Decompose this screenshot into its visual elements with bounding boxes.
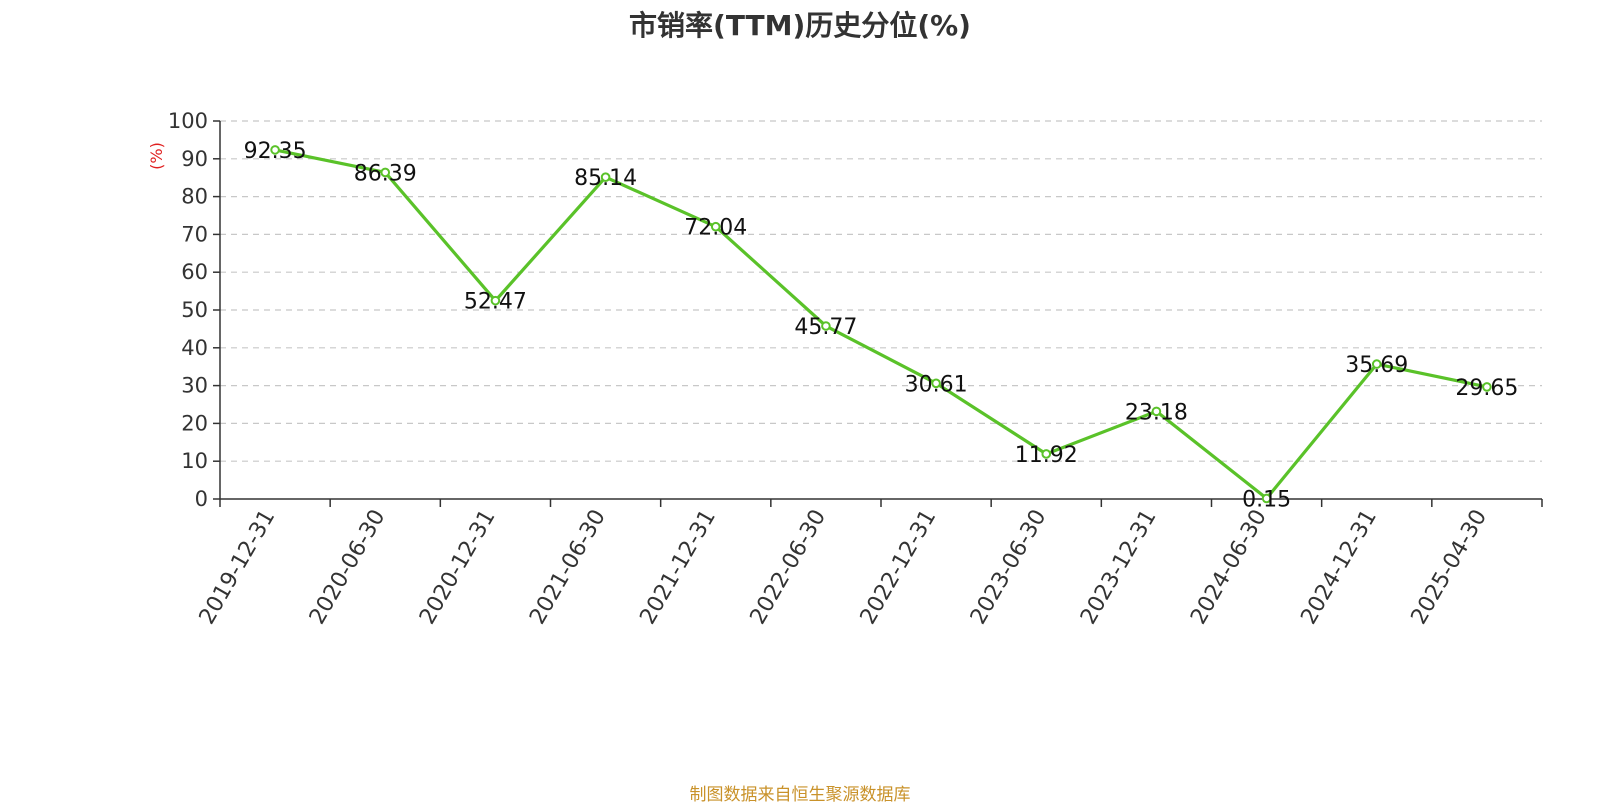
data-point xyxy=(1041,449,1052,459)
data-points xyxy=(270,145,1492,504)
x-tick-labels: 2019-12-31 2020-06-30 2020-12-31 2021-06-30… xyxy=(195,505,1492,628)
data-label: 0.15 xyxy=(1242,487,1291,512)
data-label: 30.61 xyxy=(905,372,968,397)
grid-lines xyxy=(220,120,1542,462)
data-point xyxy=(1482,382,1492,392)
x-tick-label: 2019-12-31 xyxy=(195,506,281,629)
x-tick-label: 2024-12-31 xyxy=(1296,506,1382,629)
y-tick-label: 0 xyxy=(195,487,208,511)
series-polyline xyxy=(274,148,1488,501)
data-labels: 92.35 86.39 52.47 85.14 72.04 45.77 30.61 11.92… xyxy=(244,139,1519,513)
y-tick-label: 60 xyxy=(181,260,208,284)
x-tick-label: 2025-04-30 xyxy=(1407,506,1493,629)
y-tick-label: 40 xyxy=(181,336,208,360)
data-label: 86.39 xyxy=(354,161,417,186)
data-point xyxy=(931,378,941,389)
series-line xyxy=(274,148,1488,501)
x-tick-label: 2024-06-30 xyxy=(1186,506,1272,629)
data-label: 23.18 xyxy=(1125,400,1188,425)
y-tick-label: 20 xyxy=(181,411,208,435)
data-label: 72.04 xyxy=(684,216,747,241)
data-point xyxy=(1151,406,1162,417)
x-tick-label: 2022-12-31 xyxy=(856,505,942,628)
y-tick-label: 100 xyxy=(168,109,208,133)
y-tick-label: 80 xyxy=(181,185,208,209)
data-label: 35.69 xyxy=(1345,353,1408,378)
data-label: 11.92 xyxy=(1015,443,1078,468)
data-point xyxy=(380,167,391,178)
y-tick-label: 10 xyxy=(181,449,208,473)
chart-title: 市销率(TTM)历史分位(%) xyxy=(629,9,971,42)
x-tick-label: 2021-12-31 xyxy=(635,506,721,629)
x-tick-label: 2020-12-31 xyxy=(415,505,501,628)
source-note: 制图数据来自恒生聚源数据库 xyxy=(689,785,911,805)
data-point xyxy=(821,321,831,331)
data-point xyxy=(600,172,611,182)
y-tick-label: 90 xyxy=(181,147,208,171)
data-label: 29.65 xyxy=(1455,376,1518,401)
data-label: 45.77 xyxy=(794,315,857,340)
x-tick-label: 2023-12-31 xyxy=(1076,506,1162,629)
data-label: 92.35 xyxy=(244,139,307,164)
y-tick-label: 50 xyxy=(181,298,208,322)
data-point xyxy=(1371,359,1382,369)
y-tick-label: 30 xyxy=(181,374,208,398)
x-tick-label: 2021-06-30 xyxy=(525,506,611,629)
y-tick-labels: 0 10 20 30 40 50 60 70 80 90 100 xyxy=(168,109,208,511)
x-tick-label: 2022-06-30 xyxy=(746,506,832,629)
y-tick-label: 70 xyxy=(181,222,208,246)
data-label: 85.14 xyxy=(574,166,637,191)
x-tick-label: 2023-06-30 xyxy=(966,506,1052,629)
data-point xyxy=(270,145,280,155)
data-point xyxy=(710,221,721,232)
axes xyxy=(213,120,1543,507)
data-point xyxy=(490,295,501,306)
data-point xyxy=(1261,493,1272,504)
x-tick-label: 2020-06-30 xyxy=(305,506,391,629)
data-label: 52.47 xyxy=(464,290,527,315)
y-axis-label: (%) xyxy=(147,142,166,170)
